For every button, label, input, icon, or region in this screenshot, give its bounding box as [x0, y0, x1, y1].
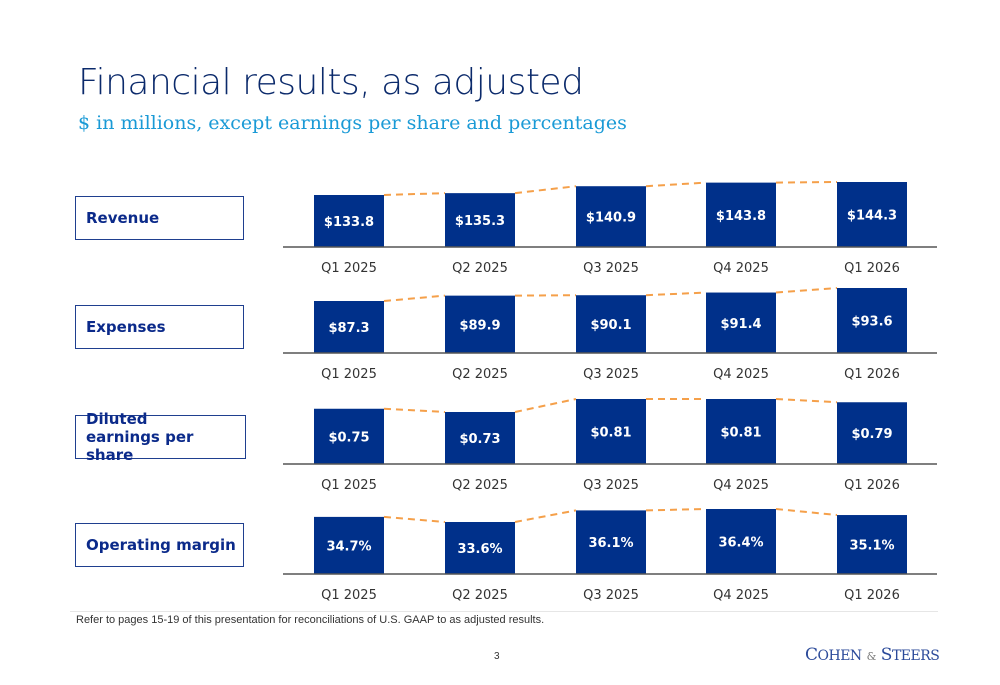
data-label: $0.73 — [459, 432, 500, 447]
trend-line-segment — [645, 291, 707, 297]
category-tick-label: Q1 2025 — [321, 588, 377, 603]
data-label: $89.9 — [459, 318, 500, 333]
footer-divider — [70, 611, 938, 612]
category-tick-label: Q1 2026 — [844, 588, 900, 603]
bar — [314, 408, 384, 464]
page-title: Financial results, as adjusted — [78, 62, 584, 103]
category-tick-label: Q4 2025 — [713, 478, 769, 493]
data-label: $91.4 — [720, 317, 761, 332]
data-label: $0.75 — [328, 430, 369, 445]
bar — [445, 522, 515, 574]
bar — [445, 295, 515, 353]
bar — [445, 412, 515, 464]
data-label: $135.3 — [455, 214, 505, 229]
category-tick-label: Q4 2025 — [713, 367, 769, 382]
data-label: $87.3 — [328, 321, 369, 336]
bar — [314, 516, 384, 574]
category-tick-label: Q1 2026 — [844, 367, 900, 382]
data-label: $133.8 — [324, 215, 374, 230]
bar — [706, 509, 776, 574]
category-tick-label: Q3 2025 — [583, 588, 639, 603]
trend-line-segment — [383, 192, 446, 196]
footnote: Refer to pages 15-19 of this presentatio… — [76, 614, 545, 626]
trend-line-segment — [514, 509, 577, 523]
category-tick-label: Q2 2025 — [452, 367, 508, 382]
category-tick-label: Q4 2025 — [713, 588, 769, 603]
operating-margin-label-box: Operating margin — [75, 523, 244, 567]
trend-line-segment — [645, 181, 707, 188]
chart-title: Operating margin — [86, 536, 236, 554]
bar — [837, 182, 907, 247]
eps-label-box: Diluted earnings per share — [75, 410, 246, 464]
bar — [314, 301, 384, 353]
trend-line-segment — [775, 508, 838, 517]
bar — [706, 182, 776, 247]
trend-line-segment — [383, 294, 446, 302]
trend-line-segment — [514, 185, 577, 195]
bar — [837, 402, 907, 464]
cohen-steers-logo: COHEN & STEERS — [805, 645, 940, 665]
bar — [706, 292, 776, 353]
category-tick-label: Q3 2025 — [583, 261, 639, 276]
data-label: 36.1% — [588, 536, 633, 551]
category-tick-label: Q2 2025 — [452, 588, 508, 603]
revenue-label-box: Revenue — [75, 196, 244, 240]
trend-line-segment — [645, 508, 707, 512]
category-tick-label: Q1 2025 — [321, 261, 377, 276]
category-tick-label: Q2 2025 — [452, 478, 508, 493]
bar — [837, 288, 907, 353]
trend-line-segment — [514, 398, 577, 413]
category-tick-label: Q1 2025 — [321, 367, 377, 382]
trend-line-segment — [775, 398, 838, 404]
trend-line-segment — [383, 515, 446, 523]
chart-title: Revenue — [86, 209, 160, 227]
bar — [576, 295, 646, 353]
category-tick-label: Q1 2026 — [844, 478, 900, 493]
chart-title: Diluted earnings per share — [86, 410, 194, 464]
data-label: 35.1% — [849, 539, 894, 554]
category-tick-label: Q1 2025 — [321, 478, 377, 493]
data-label: $93.6 — [851, 315, 892, 330]
trend-line-segment — [775, 287, 838, 294]
category-tick-label: Q2 2025 — [452, 261, 508, 276]
data-label: 33.6% — [457, 542, 502, 557]
expenses-label-box: Expenses — [75, 305, 244, 349]
category-tick-label: Q3 2025 — [583, 478, 639, 493]
category-tick-label: Q1 2026 — [844, 261, 900, 276]
data-label: $0.81 — [720, 426, 761, 441]
page-subtitle: $ in millions, except earnings per share… — [78, 112, 627, 134]
bar — [445, 193, 515, 247]
trend-line-segment — [383, 407, 446, 413]
trend-line-segment — [775, 181, 838, 184]
bar — [576, 186, 646, 247]
data-label: $0.79 — [851, 427, 892, 442]
bar — [837, 515, 907, 574]
bar — [706, 399, 776, 464]
page-number: 3 — [494, 651, 500, 662]
data-label: $140.9 — [586, 211, 636, 226]
data-label: 36.4% — [718, 536, 763, 551]
data-label: $143.8 — [716, 209, 766, 224]
data-label: $90.1 — [590, 318, 631, 333]
bar — [576, 399, 646, 464]
data-label: 34.7% — [326, 539, 371, 554]
data-label: $144.3 — [847, 209, 897, 224]
category-tick-label: Q4 2025 — [713, 261, 769, 276]
category-tick-label: Q3 2025 — [583, 367, 639, 382]
data-label: $0.81 — [590, 426, 631, 441]
bar — [314, 195, 384, 247]
chart-title: Expenses — [86, 318, 166, 336]
bar — [576, 510, 646, 574]
